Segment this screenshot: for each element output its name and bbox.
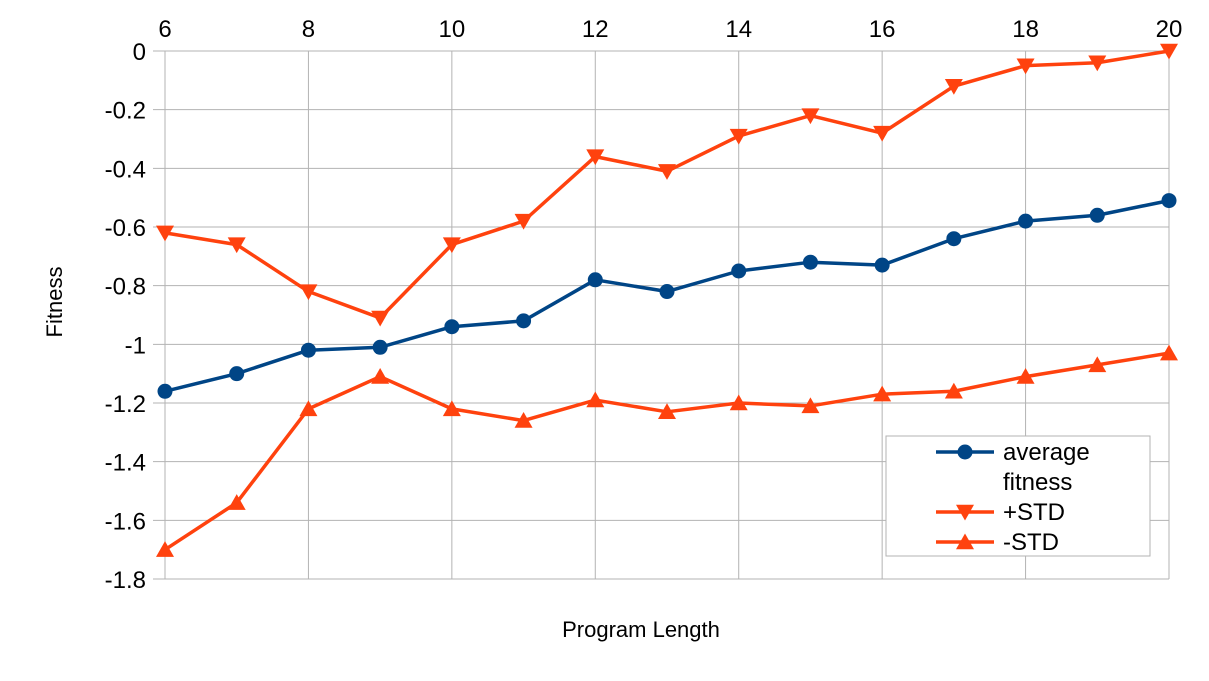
data-point [300, 342, 316, 358]
y-tick-label: -1.8 [105, 567, 146, 594]
data-point [1160, 43, 1178, 60]
series-1 [157, 193, 1177, 399]
x-tick-label: 8 [302, 16, 315, 43]
series-line [164, 49, 1170, 320]
data-point [874, 257, 890, 273]
y-tick-label: -0.8 [105, 274, 146, 301]
y-axis-title: Fitness [42, 267, 67, 338]
data-point [1088, 55, 1107, 72]
x-axis-ticks: 6 8 10 12 14 16 18 20 [158, 16, 1182, 43]
series-3 [156, 344, 1178, 557]
data-point [442, 237, 461, 254]
data-point [227, 494, 246, 510]
data-point [156, 225, 174, 242]
legend-marker [957, 444, 973, 460]
y-tick-label: -1.4 [105, 450, 146, 477]
data-point [873, 125, 892, 142]
y-axis-ticks: 0 -0.2 -0.4 -0.6 -0.8 -1 -1.2 -1.4 -1.6 -1.8 [105, 39, 146, 594]
data-point [586, 391, 605, 408]
y-tick-label: -0.2 [105, 98, 146, 125]
data-point [442, 400, 461, 417]
data-point [1018, 213, 1034, 229]
data-point [944, 382, 963, 399]
data-point [1088, 356, 1107, 373]
x-tick-label: 20 [1156, 16, 1183, 43]
data-point [1161, 193, 1177, 209]
data-point [944, 79, 963, 95]
data-point [802, 254, 818, 270]
data-point [157, 383, 173, 399]
data-point [801, 397, 820, 414]
legend-marker [956, 533, 974, 550]
data-point [1089, 207, 1105, 223]
data-point [299, 284, 318, 301]
data-point [587, 272, 603, 288]
data-point [873, 385, 892, 402]
data-point [658, 164, 676, 180]
data-point [371, 310, 390, 327]
data-point [1016, 58, 1035, 75]
series-2 [156, 43, 1178, 327]
data-point [1160, 344, 1178, 361]
data-point [514, 412, 533, 428]
grid-lines [153, 50, 1170, 580]
data-point [729, 128, 748, 145]
data-point [586, 149, 605, 166]
data-point [731, 263, 747, 279]
legend-item: average fitness [936, 439, 1090, 496]
y-tick-label: -1.2 [105, 391, 146, 418]
data-point [372, 339, 388, 355]
x-tick-label: 12 [582, 16, 609, 43]
data-point [1016, 368, 1035, 384]
data-point [729, 394, 748, 411]
x-tick-label: 14 [725, 16, 752, 43]
legend-item: +STD [936, 499, 1065, 526]
data-point [516, 313, 532, 329]
x-tick-label: 18 [1012, 16, 1039, 43]
legend-label: average fitness [1003, 439, 1090, 496]
y-tick-label: -0.4 [105, 156, 146, 183]
legend-label: -STD [1003, 529, 1059, 556]
x-axis-title: Program Length [562, 617, 720, 642]
data-point [229, 366, 245, 382]
data-point [946, 231, 962, 247]
y-tick-label: -1.6 [105, 508, 146, 535]
y-tick-label: 0 [133, 39, 146, 66]
legend-box [885, 435, 1151, 557]
legend-label: +STD [1003, 499, 1065, 526]
y-tick-label: -1 [125, 332, 146, 359]
data-point [659, 284, 675, 300]
data-point [227, 237, 246, 254]
legend-item: -STD [936, 529, 1059, 556]
data-point [514, 213, 533, 230]
series-group [156, 43, 1178, 557]
x-tick-label: 6 [158, 16, 171, 43]
data-point [156, 541, 174, 557]
legend: average fitness +STD -STD [885, 435, 1151, 557]
data-point [371, 368, 390, 384]
data-point [658, 403, 676, 419]
data-point [299, 400, 318, 417]
x-tick-label: 16 [869, 16, 896, 43]
data-point [801, 108, 820, 125]
legend-marker [956, 504, 974, 521]
y-tick-label: -0.6 [105, 215, 146, 242]
data-point [444, 319, 460, 335]
x-tick-label: 10 [439, 16, 466, 43]
